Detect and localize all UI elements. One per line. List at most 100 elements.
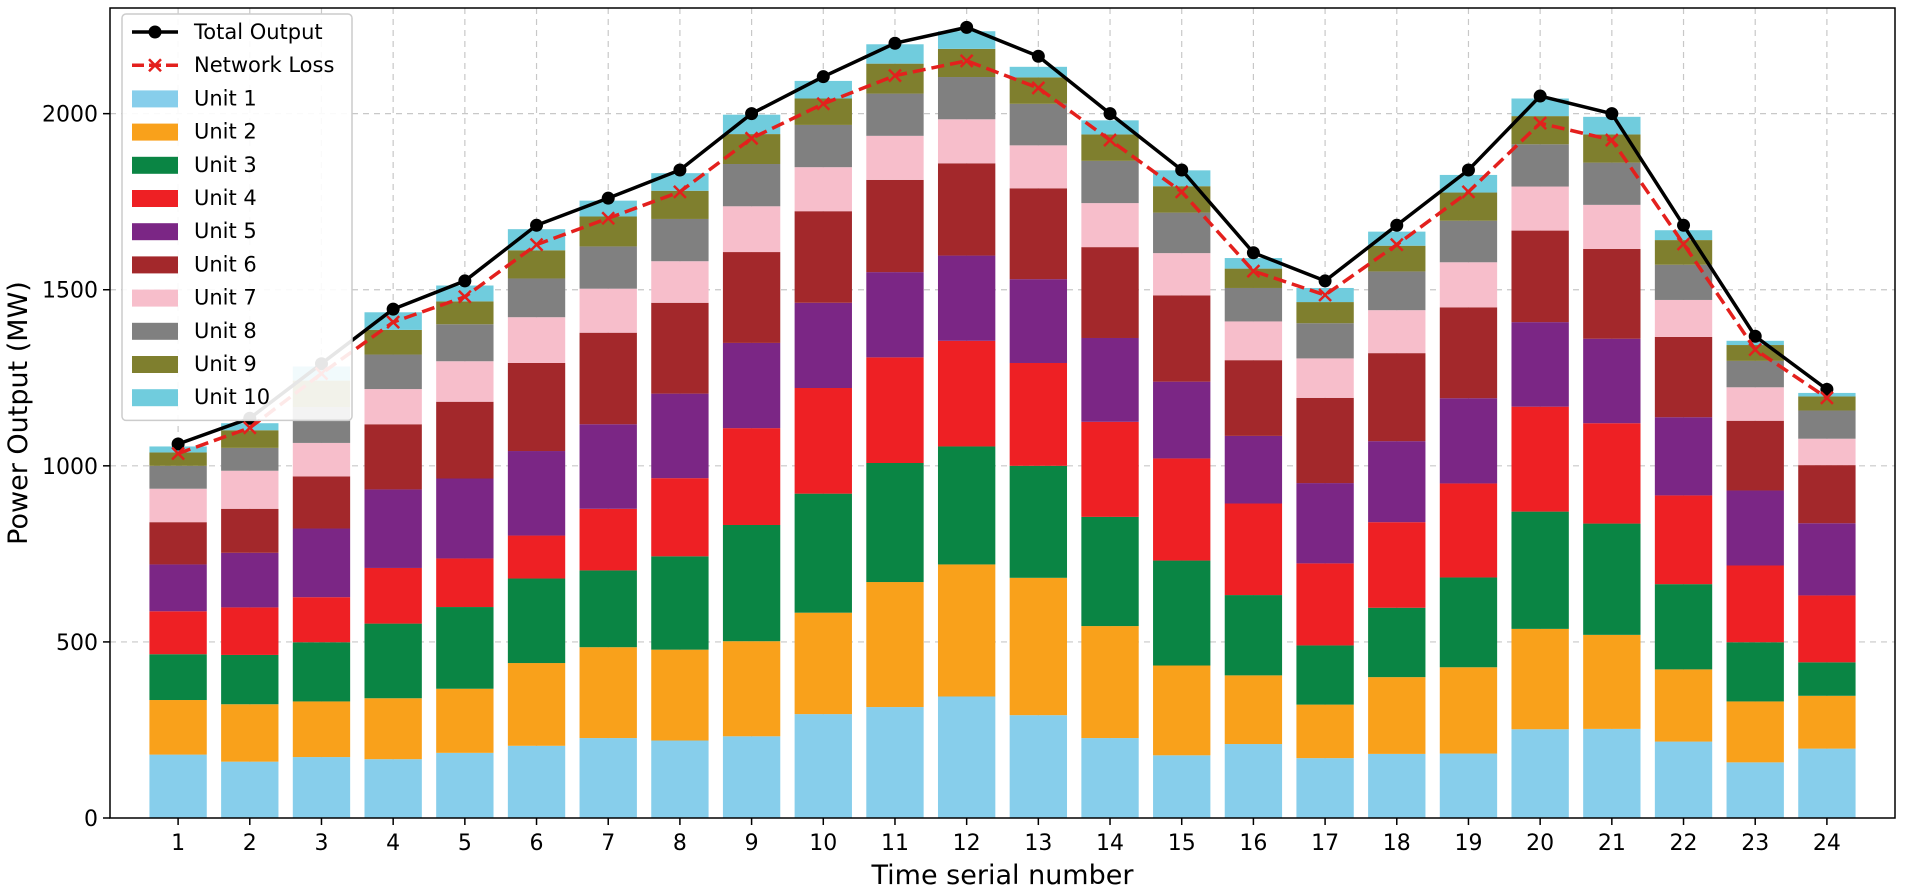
bar-unit-9-t16 [1224, 268, 1283, 288]
legend-swatch-unit-10 [132, 389, 178, 407]
x-tick-label: 17 [1311, 831, 1339, 856]
bar-unit-1-t2 [221, 761, 279, 818]
bar-unit-8-t12 [937, 77, 996, 120]
total-output-point [530, 218, 544, 232]
total-output-point [1031, 49, 1045, 63]
bar-unit-8-t11 [866, 93, 924, 136]
bar-unit-10-t22 [1654, 230, 1713, 241]
bar-unit-2-t9 [722, 641, 781, 737]
total-output-point [1820, 382, 1834, 396]
bar-unit-6-t12 [937, 163, 996, 256]
bar-unit-9-t17 [1296, 302, 1354, 324]
bar-unit-6-t7 [579, 332, 637, 425]
bar-unit-4-t17 [1296, 563, 1354, 646]
bar-unit-1-t22 [1654, 741, 1713, 818]
x-tick-label: 22 [1670, 831, 1698, 856]
bar-unit-4-t15 [1153, 458, 1211, 561]
bar-unit-5-t9 [722, 342, 781, 429]
bar-unit-5-t13 [1009, 279, 1068, 363]
bar-unit-3-t3 [292, 642, 351, 702]
x-tick-label: 20 [1526, 831, 1554, 856]
bar-unit-7-t10 [794, 167, 852, 212]
bar-unit-5-t8 [651, 393, 709, 479]
bar-unit-5-t23 [1726, 490, 1784, 566]
bar-unit-3-t11 [866, 463, 924, 583]
bar-unit-5-t16 [1224, 435, 1283, 504]
y-axis-label: Power Output (MW) [3, 281, 34, 545]
bar-unit-1-t21 [1583, 728, 1641, 818]
bar-unit-3-t2 [221, 654, 279, 705]
network-loss-point [1246, 264, 1261, 278]
bar-unit-4-t8 [651, 478, 709, 557]
x-tick-label: 24 [1813, 831, 1841, 856]
bar-unit-5-t21 [1583, 338, 1641, 424]
legend-label-unit-4: Unit 4 [194, 186, 257, 210]
bar-unit-4-t22 [1654, 495, 1713, 585]
bar-unit-8-t16 [1224, 287, 1283, 322]
bar-unit-4-t23 [1726, 565, 1784, 643]
legend-swatch-unit-2 [132, 123, 178, 141]
legend-label-total-output: Total Output [193, 20, 323, 44]
legend-swatch-unit-1 [132, 90, 178, 108]
bar-unit-8-t10 [794, 124, 852, 168]
y-tick-label: 1000 [42, 455, 98, 480]
network-loss-point [1820, 390, 1834, 405]
x-tick-label: 4 [386, 831, 400, 856]
bar-unit-4-t20 [1511, 406, 1569, 512]
x-tick-label: 1 [171, 831, 185, 856]
bar-unit-6-t24 [1798, 465, 1856, 524]
bar-unit-6-t11 [866, 179, 924, 273]
bar-unit-8-t8 [651, 218, 709, 262]
network-loss-point [1748, 342, 1763, 357]
x-tick-label: 19 [1454, 831, 1482, 856]
bar-unit-9-t5 [436, 301, 494, 325]
bar-unit-9-t1 [149, 452, 207, 466]
bar-unit-7-t13 [1009, 145, 1068, 189]
bar-unit-1-t14 [1081, 738, 1139, 818]
bar-unit-8-t6 [507, 278, 566, 318]
total-output-point [1390, 218, 1404, 232]
bar-unit-7-t15 [1153, 253, 1211, 296]
bar-unit-1-t4 [364, 759, 422, 818]
bar-unit-4-t11 [866, 357, 924, 464]
y-tick-label: 2000 [42, 103, 98, 128]
total-output-point [816, 70, 830, 84]
bar-unit-3-t20 [1511, 511, 1569, 629]
bar-unit-6-t8 [651, 302, 709, 394]
legend-swatch-unit-4 [132, 190, 178, 207]
x-tick-label: 12 [953, 831, 981, 856]
bar-unit-6-t19 [1439, 307, 1498, 399]
x-tick-label: 2 [243, 831, 257, 856]
bar-unit-10-t23 [1726, 340, 1784, 346]
bar-unit-8-t9 [722, 164, 781, 207]
bar-unit-7-t11 [866, 135, 924, 180]
bar-unit-3-t23 [1726, 642, 1784, 702]
x-tick-label: 3 [314, 831, 328, 856]
bar-unit-2-t14 [1081, 626, 1139, 739]
bar-unit-4-t12 [937, 340, 996, 447]
bar-unit-4-t4 [364, 567, 422, 624]
network-loss-point [1604, 133, 1619, 147]
bar-unit-6-t21 [1583, 248, 1641, 339]
network-loss-point [673, 184, 687, 199]
total-output-point [1175, 163, 1189, 177]
total-output-point [1318, 274, 1332, 288]
bar-unit-3-t10 [794, 493, 852, 613]
legend: Total Output Network Loss Unit 1 Unit 2 Unit… [121, 13, 353, 422]
bar-unit-4-t2 [221, 607, 279, 655]
x-tick-label: 23 [1741, 831, 1769, 856]
bar-unit-4-t16 [1224, 503, 1283, 596]
x-tick-label: 7 [601, 831, 615, 856]
bar-unit-7-t21 [1583, 204, 1641, 249]
x-tick-label: 13 [1024, 831, 1052, 856]
bar-unit-2-t22 [1654, 669, 1713, 742]
x-tick-label: 10 [809, 831, 837, 856]
bar-unit-3-t6 [507, 578, 566, 664]
bar-unit-8-t17 [1296, 323, 1354, 359]
network-loss-point [888, 68, 902, 83]
legend-label-unit-6: Unit 6 [194, 252, 257, 276]
bar-unit-6-t5 [436, 401, 494, 479]
total-output-point [458, 274, 472, 288]
bar-unit-7-t2 [221, 470, 279, 509]
